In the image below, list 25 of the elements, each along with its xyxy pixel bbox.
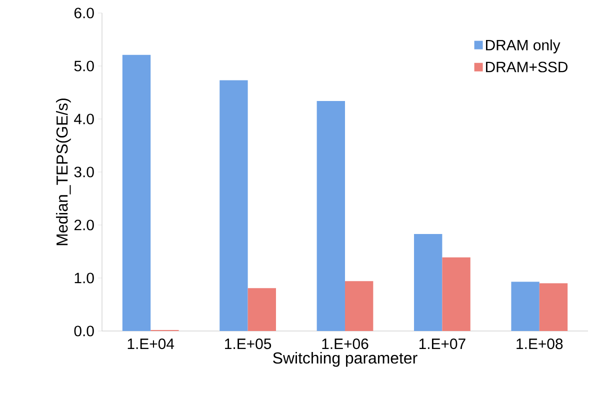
y-tick-label: 5.0 <box>74 60 94 72</box>
bar <box>220 80 248 331</box>
legend-label: DRAM+SSD <box>486 62 568 72</box>
x-tick-label: 1.E+07 <box>419 338 466 350</box>
y-axis-title: Median_TEPS(GE/s) <box>56 98 71 246</box>
bar <box>414 234 442 331</box>
bar <box>442 257 470 331</box>
bar <box>539 283 568 331</box>
y-tick-label: 0.0 <box>74 326 94 336</box>
bar <box>316 100 345 331</box>
y-tick-label: 6.0 <box>74 8 94 18</box>
x-tick-label: 1.E+06 <box>322 338 368 350</box>
y-tick-label: 2.0 <box>74 220 94 230</box>
bar <box>122 54 151 331</box>
y-tick-label: 4.0 <box>74 114 94 124</box>
bar <box>345 281 374 331</box>
bar <box>511 282 540 331</box>
bar <box>248 288 276 331</box>
x-tick-label: 1.E+05 <box>225 338 272 350</box>
legend-label: DRAM only <box>486 39 560 54</box>
y-tick-label: 3.0 <box>74 166 94 178</box>
x-axis-title: Switching parameter <box>273 352 418 367</box>
x-tick-label: 1.E+04 <box>128 338 174 350</box>
y-tick-label: 1.0 <box>74 272 94 284</box>
x-tick-label: 1.E+08 <box>516 338 563 350</box>
